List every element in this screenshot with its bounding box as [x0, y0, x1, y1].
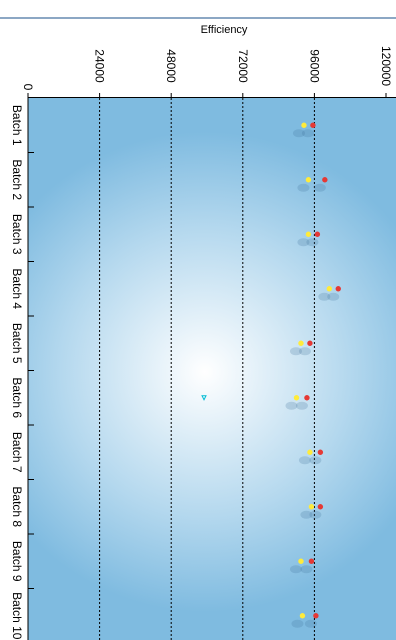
marker-shadow-s1-6	[286, 402, 298, 410]
marker-shadow-s2-2	[314, 184, 326, 192]
marker-shadow-s2-8	[309, 511, 321, 519]
category-label-5: Batch 5	[10, 323, 24, 364]
data-point-s2-9	[309, 559, 314, 564]
top-header-clip	[0, 0, 396, 18]
category-label-10: Batch 10	[10, 592, 24, 640]
data-point-s2-7	[318, 450, 323, 455]
marker-shadow-s2-3	[306, 238, 318, 246]
value-tick-label-3: 48000	[164, 49, 178, 83]
data-point-s2-6	[304, 395, 309, 400]
marker-shadow-s2-1	[302, 129, 314, 137]
data-point-s1-4	[327, 286, 332, 291]
marker-shadow-s1-7	[299, 456, 311, 464]
marker-shadow-s2-10	[305, 620, 317, 628]
data-point-s1-10	[300, 613, 305, 618]
category-label-1: Batch 1	[10, 105, 24, 146]
data-point-s2-3	[315, 232, 320, 237]
category-label-4: Batch 4	[10, 268, 24, 309]
value-tick-label-5: 96000	[307, 49, 321, 83]
category-labels: Batch 1 Batch 2 Batch 3 Batch 4 Batch 5 Batch…	[10, 105, 24, 640]
marker-shadow-s1-9	[290, 565, 302, 573]
marker-shadow-s2-6	[296, 402, 308, 410]
data-point-s1-7	[307, 450, 312, 455]
data-point-s2-8	[318, 504, 323, 509]
marker-shadow-s2-7	[309, 456, 321, 464]
data-point-s1-3	[306, 232, 311, 237]
category-label-3: Batch 3	[10, 214, 24, 255]
value-tick-label-4: 72000	[236, 49, 250, 83]
marker-shadow-s2-9	[300, 565, 312, 573]
category-label-7: Batch 7	[10, 432, 24, 473]
data-point-s2-5	[307, 341, 312, 346]
category-label-6: Batch 6	[10, 377, 24, 418]
top-header-border	[0, 0, 396, 18]
marker-shadow-s1-10	[291, 620, 303, 628]
plot-area	[28, 98, 396, 640]
value-tick-labels: 0 24000 48000 72000 96000 120000	[21, 46, 393, 91]
data-point-s2-2	[322, 177, 327, 182]
data-point-s1-8	[309, 504, 314, 509]
value-tick-label-2: 24000	[93, 49, 107, 83]
data-point-s1-9	[298, 559, 303, 564]
value-tick-label-6: 120000	[379, 46, 393, 86]
category-label-8: Batch 8	[10, 486, 24, 527]
data-point-s2-10	[313, 613, 318, 618]
data-point-s1-5	[298, 341, 303, 346]
marker-shadow-s2-5	[299, 347, 311, 355]
marker-shadow-s2-4	[327, 293, 339, 301]
data-point-s1-1	[301, 123, 306, 128]
data-point-s1-6	[294, 395, 299, 400]
data-point-s1-2	[306, 177, 311, 182]
y-axis-title: Efficiency	[201, 24, 248, 36]
data-point-s2-4	[336, 286, 341, 291]
category-label-2: Batch 2	[10, 159, 24, 200]
value-tick-label-1: 0	[21, 84, 35, 91]
category-label-9: Batch 9	[10, 541, 24, 582]
data-point-s2-1	[310, 123, 315, 128]
marker-shadow-s1-2	[297, 184, 309, 192]
